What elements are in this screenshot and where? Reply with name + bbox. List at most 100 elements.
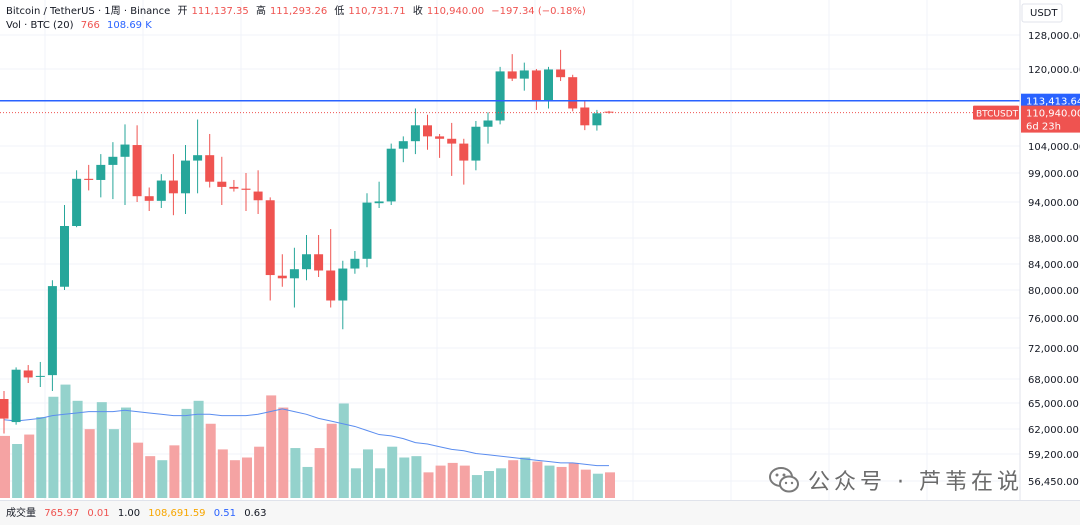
symbol-tag-label: BTCUSDT (976, 110, 1019, 120)
candle-body (459, 143, 469, 161)
candle (96, 154, 106, 198)
volume-bar (338, 403, 349, 498)
volume-bar (411, 456, 422, 498)
candle-body (229, 186, 239, 189)
volume-bar (266, 395, 277, 498)
candle-body (253, 191, 263, 201)
candle (386, 143, 396, 205)
price-tick-label: 84,000.00 (1028, 260, 1079, 271)
candle-body (84, 178, 94, 180)
candle-body (386, 148, 396, 202)
candle (108, 142, 118, 200)
candle (544, 66, 553, 109)
candle-body (144, 196, 154, 201)
price-tick-label: 62,000.00 (1028, 425, 1079, 436)
indicator-value-2: 0.01 (87, 508, 110, 519)
volume-bar (254, 446, 265, 498)
candle-body (168, 180, 178, 194)
open-value: 111,137.35 (191, 6, 249, 17)
currency-box (1021, 3, 1063, 23)
last-price-box (1021, 105, 1080, 133)
candle (193, 119, 203, 194)
candle (302, 235, 311, 281)
volume-bar (508, 460, 519, 498)
candle-body (23, 370, 33, 378)
candle-body (507, 71, 517, 79)
symbol-tag-box (973, 105, 1019, 120)
candle (205, 133, 215, 188)
candle-body (193, 155, 203, 161)
candle (144, 187, 154, 211)
volume-bar (459, 465, 470, 498)
hline-price-label: 113,413.64 (1026, 97, 1080, 108)
candle-body (568, 77, 578, 109)
candle (580, 100, 590, 131)
candle-body (362, 202, 372, 259)
volume-bar (423, 472, 434, 498)
candle-body (241, 188, 251, 190)
volume-bar (605, 472, 615, 498)
candles (0, 49, 614, 434)
indicator-label: 成交量 (6, 508, 36, 519)
volume-bar (314, 448, 325, 498)
volume-bar (363, 449, 373, 498)
close-label: 收 (412, 6, 423, 17)
candle-body (398, 141, 408, 149)
watermark-text: 公众号 · 芦苇在说 (808, 470, 1023, 495)
candle-body (350, 258, 360, 269)
candle-body (156, 180, 166, 201)
candle (0, 391, 9, 434)
candle-body (72, 178, 82, 226)
change-value: −197.34 (−0.18%) (491, 6, 586, 17)
volume-bar (24, 434, 35, 498)
candle-body (96, 164, 106, 180)
candle-body (181, 160, 190, 194)
volume-bar (278, 407, 289, 498)
volume-bar (217, 449, 228, 498)
candle-body (277, 275, 287, 279)
volume-bar (375, 468, 386, 498)
candle (398, 136, 408, 163)
candle-body (374, 201, 384, 204)
indicator-value-6: 0.63 (244, 508, 267, 519)
candle-body (302, 254, 311, 270)
candle (519, 62, 529, 91)
volume-value: 766 (80, 20, 100, 31)
volume-ma-value: 108.69 K (107, 20, 152, 31)
candle (568, 74, 578, 112)
volume-bar (580, 469, 591, 498)
price-tick-label: 56,450.00 (1028, 477, 1079, 488)
price-tick-label: 68,000.00 (1028, 375, 1079, 386)
candle (483, 112, 493, 144)
candle-body (423, 125, 432, 137)
low-value: 110,731.71 (348, 6, 406, 17)
price-tick-label: 80,000.00 (1028, 286, 1079, 297)
candle-body (314, 254, 324, 271)
volume-bar (193, 400, 204, 498)
candle (156, 174, 166, 208)
candle (314, 235, 324, 277)
price-tick-label: 72,000.00 (1028, 344, 1079, 355)
price-tick-label: 128,000.00 (1028, 31, 1080, 42)
volume-bar (36, 417, 47, 498)
candle (423, 114, 432, 150)
indicator-value-3: 1.00 (117, 508, 141, 519)
price-tick-label: 59,200.00 (1028, 450, 1079, 461)
volume-bar (592, 473, 603, 498)
wechat-icon (769, 467, 799, 493)
volume-bar (229, 460, 240, 498)
candle (447, 122, 457, 176)
candle (350, 251, 360, 274)
candle-body (580, 107, 590, 126)
indicator-value-1: 765.97 (44, 508, 80, 519)
candle (132, 125, 142, 202)
candle (374, 181, 384, 208)
volume-bar (133, 442, 144, 498)
candle (507, 54, 517, 82)
candle (181, 145, 190, 214)
candle-body (35, 375, 45, 377)
candle-body (495, 71, 505, 121)
volume-bar (0, 435, 10, 498)
